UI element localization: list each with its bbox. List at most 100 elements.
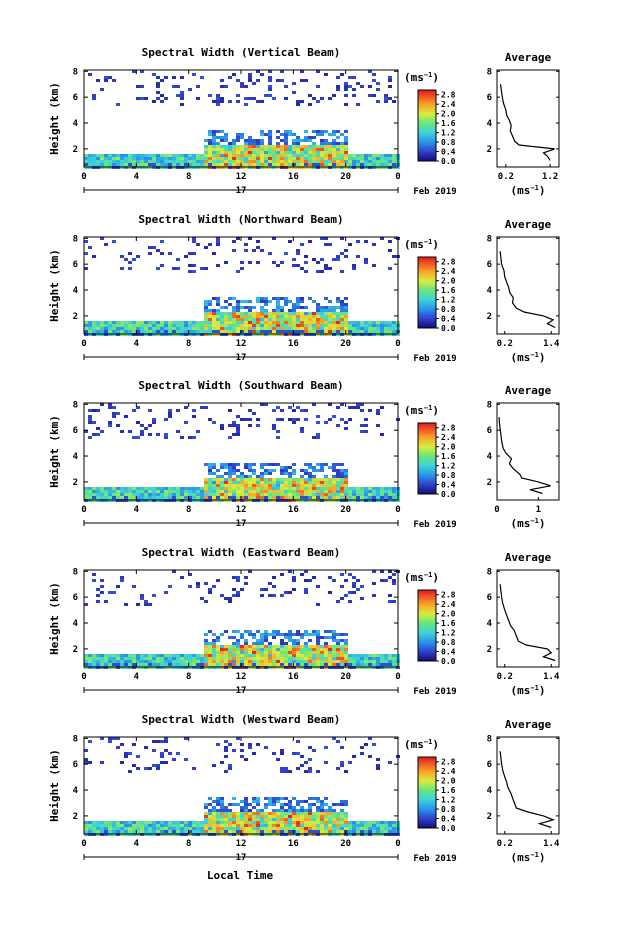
y-tick-label: 8 (73, 567, 78, 577)
colorbar: 0.00.40.81.21.62.02.42.8 (417, 256, 456, 333)
colorbar-tick-label: 2.0 (441, 777, 456, 786)
colorbar-swatch (418, 125, 436, 129)
colorbar: 0.00.40.81.21.62.02.42.8 (417, 89, 456, 166)
y-tick-label: 2 (73, 645, 78, 655)
average-frame (496, 569, 560, 668)
y-tick-label: 6 (73, 260, 78, 270)
colorbar-swatch (418, 451, 436, 455)
colorbar-tick-label: 0.4 (441, 481, 456, 490)
avg-x-tick-label: 1 (536, 505, 541, 515)
colorbar-swatch (418, 139, 436, 143)
colorbar-tick-label: 1.6 (441, 452, 456, 461)
avg-x-tick-label: 0 (494, 505, 499, 515)
avg-x-tick-label: 1.4 (543, 339, 560, 349)
colorbar-swatch (418, 297, 436, 301)
colorbar-frame (417, 422, 437, 495)
colorbar-swatch (418, 97, 436, 100)
average-profile: Average 2 4 6 8 0.2 1.4 (ms−1) (487, 551, 560, 697)
x-tick-label: 0 (395, 505, 400, 515)
x-tick-label: 8 (186, 172, 191, 182)
colorbar-swatch (418, 283, 436, 286)
colorbar-swatch (418, 634, 436, 638)
average-title: Average (505, 384, 552, 397)
x-tick-label: 4 (134, 839, 140, 849)
colorbar-swatch (418, 434, 436, 438)
colorbar-swatch (418, 278, 436, 282)
colorbar-swatch (418, 811, 436, 815)
average-line (499, 251, 556, 329)
avg-y-tick-label: 2 (487, 145, 492, 155)
average-unit: (ms−1) (511, 517, 546, 530)
colorbar-unit: (ms−1) (404, 571, 439, 584)
colorbar-swatch (418, 290, 436, 293)
avg-y-tick-label: 2 (487, 645, 492, 655)
colorbar-swatch (418, 299, 436, 303)
y-tick-label: 4 (73, 286, 79, 296)
date-label: Feb 2019 (413, 854, 456, 864)
colorbar-tick-label: 0.4 (441, 315, 456, 324)
colorbar-swatch (418, 423, 436, 426)
colorbar-swatch (418, 430, 436, 433)
average-frame (496, 402, 560, 501)
colorbar-swatch (418, 771, 436, 775)
colorbar-swatch (418, 604, 436, 608)
colorbar-swatch (418, 108, 436, 112)
y-tick-label: 4 (73, 786, 79, 796)
colorbar-swatch (418, 280, 436, 284)
colorbar-swatch (418, 823, 436, 827)
day-label: 17 (236, 186, 247, 196)
x-tick-label: 12 (236, 672, 247, 682)
colorbar-tick-label: 0.4 (441, 148, 456, 157)
y-tick-label: 2 (73, 312, 78, 322)
colorbar-tick-label: 0.8 (441, 638, 456, 647)
colorbar-swatch (418, 608, 436, 612)
day-label: 17 (236, 519, 247, 529)
average-unit: (ms−1) (511, 851, 546, 864)
colorbar-tick-label: 2.8 (441, 591, 456, 600)
colorbar-swatch (418, 601, 436, 605)
colorbar-swatch (418, 113, 436, 117)
colorbar-swatch (418, 775, 436, 779)
avg-y-tick-label: 8 (487, 400, 492, 410)
colorbar-swatch (418, 618, 436, 622)
colorbar-swatch (418, 144, 436, 148)
colorbar-tick-label: 2.8 (441, 758, 456, 767)
colorbar-tick-label: 1.2 (441, 796, 456, 805)
colorbar-swatch (418, 325, 436, 329)
colorbar-tick-label: 0.8 (441, 805, 456, 814)
colorbar-swatch (418, 792, 436, 796)
average-profile: Average 2 4 6 8 0 1 (ms−1) (487, 384, 560, 530)
colorbar-swatch (418, 151, 436, 155)
colorbar-swatch (418, 606, 436, 610)
panel-title: Spectral Width (Southward Beam) (138, 379, 343, 392)
colorbar-swatch (418, 101, 436, 105)
avg-y-tick-label: 4 (487, 786, 493, 796)
avg-x-tick-label: 0.2 (497, 672, 513, 682)
y-tick-label: 2 (73, 145, 78, 155)
colorbar-tick-label: 0.4 (441, 815, 456, 824)
y-tick-label: 6 (73, 93, 78, 103)
colorbar-swatch (418, 311, 436, 315)
colorbar-swatch (418, 491, 436, 495)
colorbar-swatch (418, 104, 436, 108)
colorbar-swatch (418, 264, 436, 267)
colorbar-tick-label: 1.6 (441, 786, 456, 795)
average-unit: (ms−1) (511, 684, 546, 697)
colorbar-swatch (418, 271, 436, 275)
colorbar-swatch (418, 477, 436, 481)
colorbar-tick-label: 2.0 (441, 610, 456, 619)
colorbar-swatch (418, 425, 436, 429)
panel-title: Spectral Width (Northward Beam) (138, 213, 343, 226)
x-tick-label: 0 (81, 172, 86, 182)
colorbar-frame (417, 256, 437, 329)
y-axis-label: Height (km) (48, 749, 61, 822)
colorbar-tick-label: 0.4 (441, 648, 456, 657)
avg-y-tick-label: 2 (487, 312, 492, 322)
average-profile: Average 2 4 6 8 0.2 1.2 (ms−1) (487, 51, 560, 197)
avg-x-tick-label: 0.2 (498, 172, 514, 182)
y-tick-label: 8 (73, 734, 78, 744)
colorbar-swatch (418, 432, 436, 436)
avg-y-tick-label: 4 (487, 452, 493, 462)
date-label: Feb 2019 (413, 520, 456, 530)
colorbar-swatch (418, 599, 436, 603)
